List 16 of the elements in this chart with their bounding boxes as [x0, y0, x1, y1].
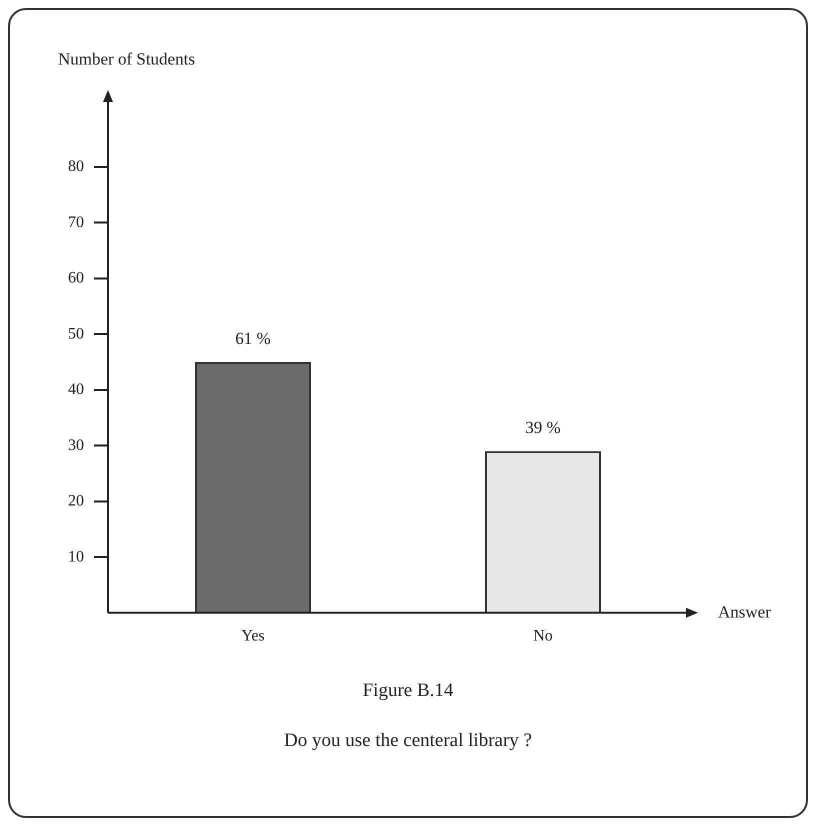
annotation: 61 % [235, 328, 271, 348]
annotation: 39 % [525, 418, 561, 438]
y-tick-label: 30 [68, 436, 84, 454]
text: Figure B.14 [362, 680, 454, 702]
x-tick-label: Yes [241, 628, 265, 645]
x-tick-label: No [533, 628, 553, 645]
x-axis-title: Answer [718, 602, 772, 622]
y-tick-label: 70 [68, 214, 84, 231]
y-tick-label: 20 [68, 492, 84, 510]
y-tick-label: 10 [68, 548, 84, 566]
y-tick-label: 40 [68, 381, 84, 398]
text: Do you use the centeral library ? [283, 730, 533, 752]
y-tick-label: 50 [68, 325, 84, 342]
y-tick-label: 60 [68, 270, 84, 287]
y-tick-label: 80 [68, 158, 84, 176]
y-axis-title: Number of Students [58, 49, 195, 68]
